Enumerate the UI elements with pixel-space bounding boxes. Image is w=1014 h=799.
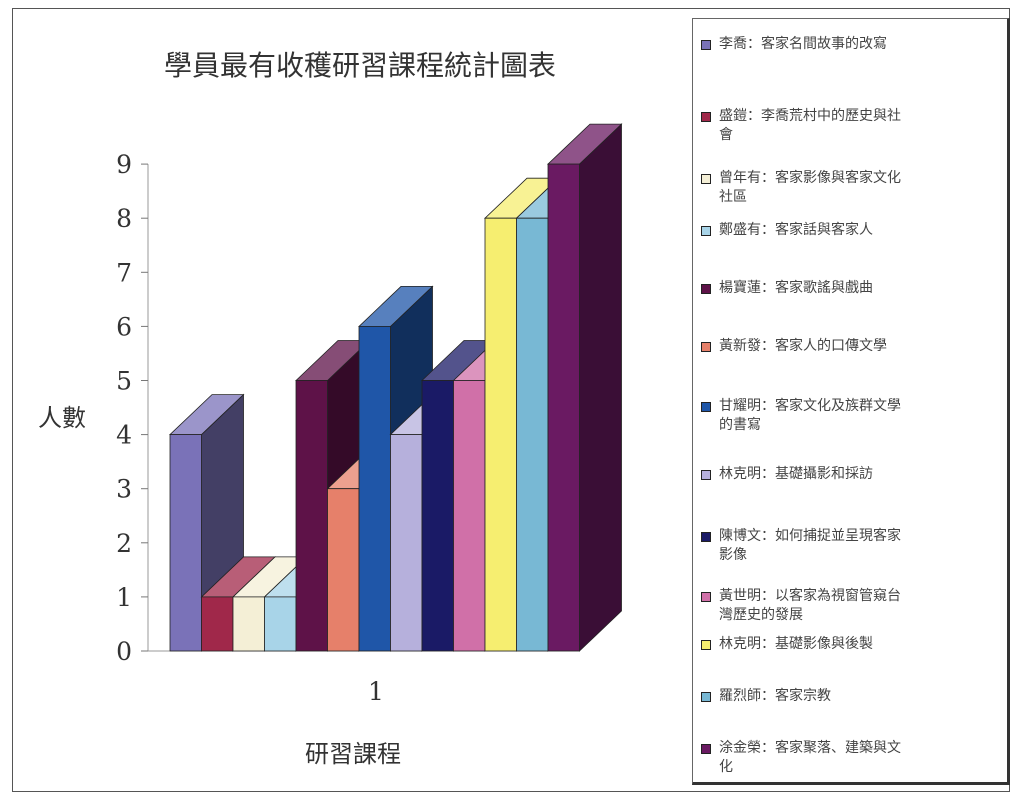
legend-swatch bbox=[701, 112, 711, 122]
y-tick-label: 6 bbox=[116, 312, 132, 341]
legend-label: 灣歷史的發展 bbox=[719, 607, 803, 623]
bar-side-face bbox=[579, 123, 622, 652]
legend-label: 李喬：客家名間故事的改寫 bbox=[719, 36, 887, 52]
bar-front-face bbox=[169, 434, 202, 652]
y-axis-label: 人數 bbox=[38, 404, 86, 432]
y-tick-label: 9 bbox=[116, 150, 132, 179]
y-tick-label: 2 bbox=[116, 529, 132, 558]
legend-swatch bbox=[701, 174, 711, 184]
bar-front-face bbox=[358, 325, 391, 652]
legend-label: 會 bbox=[719, 127, 733, 143]
chart-title: 學員最有收穫研習課程統計圖表 bbox=[163, 49, 556, 82]
legend-swatch bbox=[701, 744, 711, 754]
y-tick-label: 7 bbox=[116, 258, 132, 287]
legend-swatch bbox=[701, 692, 711, 702]
bar-front-face bbox=[327, 488, 360, 652]
legend-label: 陳博文：如何捕捉並呈現客家 bbox=[719, 528, 901, 544]
bar-front-face bbox=[484, 217, 517, 652]
bar-front-face bbox=[453, 380, 486, 652]
y-tick-label: 8 bbox=[116, 204, 132, 233]
bar-front-face bbox=[421, 380, 454, 652]
legend-swatch bbox=[701, 402, 711, 412]
legend-item: 楊寶蓮：客家歌謠與戲曲 bbox=[701, 279, 1006, 298]
legend-item: 涂金榮：客家聚落、建築與文化 bbox=[701, 739, 1006, 777]
x-axis-label: 研習課程 bbox=[305, 740, 401, 768]
legend-swatch bbox=[701, 470, 711, 480]
bar-13 bbox=[547, 123, 623, 652]
legend-label: 影像 bbox=[719, 547, 747, 563]
legend-swatch bbox=[701, 532, 711, 542]
legend-label: 黃世明：以客家為視窗管窺台 bbox=[719, 588, 901, 604]
legend-item: 羅烈師：客家宗教 bbox=[701, 687, 1006, 706]
legend-item: 甘耀明：客家文化及族群文學 的書寫 bbox=[701, 397, 1006, 435]
legend-label: 化 bbox=[719, 759, 733, 775]
legend-label: 盛鎧：李喬荒村中的歷史與社 bbox=[719, 108, 901, 124]
legend-label: 的書寫 bbox=[719, 417, 761, 433]
legend-swatch bbox=[701, 592, 711, 602]
legend-swatch bbox=[701, 40, 711, 50]
legend-label: 羅烈師：客家宗教 bbox=[719, 688, 831, 704]
bar-front-face bbox=[295, 380, 328, 652]
bar-front-face bbox=[201, 596, 234, 652]
legend-label: 林克明：基礎攝影和採訪 bbox=[719, 466, 873, 482]
legend-label: 曾年有：客家影像與客家文化 bbox=[719, 170, 901, 186]
y-tick-label: 0 bbox=[116, 637, 132, 666]
legend-label: 鄭盛有：客家話與客家人 bbox=[719, 222, 873, 238]
legend-item: 鄭盛有：客家話與客家人 bbox=[701, 221, 1006, 240]
bar-front-face bbox=[232, 596, 265, 652]
y-tick-label: 5 bbox=[116, 367, 132, 396]
legend: 李喬：客家名間故事的改寫 盛鎧：李喬荒村中的歷史與社會曾年有：客家影像與客家文化社… bbox=[692, 18, 1010, 785]
bar-front-face bbox=[390, 434, 423, 652]
legend-label: 甘耀明：客家文化及族群文學 bbox=[719, 398, 901, 414]
y-tick-label: 1 bbox=[116, 583, 132, 612]
bar-front-face bbox=[516, 217, 549, 652]
x-tick-label: 1 bbox=[368, 677, 384, 706]
legend-swatch bbox=[701, 640, 711, 650]
bar-front-face bbox=[547, 163, 580, 652]
legend-label: 楊寶蓮：客家歌謠與戲曲 bbox=[719, 280, 873, 296]
legend-swatch bbox=[701, 284, 711, 294]
bars-layer bbox=[169, 123, 623, 652]
bar-front-face bbox=[264, 596, 297, 652]
legend-label: 林克明：基礎影像與後製 bbox=[719, 636, 873, 652]
legend-item: 黃新發：客家人的口傳文學 bbox=[701, 337, 1006, 356]
y-tick-label: 4 bbox=[116, 421, 132, 450]
legend-item: 李喬：客家名間故事的改寫 bbox=[701, 35, 1006, 54]
legend-item: 林克明：基礎影像與後製 bbox=[701, 635, 1006, 654]
legend-label: 社區 bbox=[719, 189, 747, 205]
legend-item: 黃世明：以客家為視窗管窺台 灣歷史的發展 bbox=[701, 587, 1006, 625]
legend-item: 陳博文：如何捕捉並呈現客家 影像 bbox=[701, 527, 1006, 565]
legend-swatch bbox=[701, 226, 711, 236]
legend-item: 曾年有：客家影像與客家文化 社區 bbox=[701, 169, 1006, 207]
legend-item: 林克明：基礎攝影和採訪 bbox=[701, 465, 1006, 484]
legend-label: 涂金榮：客家聚落、建築與文 bbox=[719, 740, 901, 756]
legend-item: 盛鎧：李喬荒村中的歷史與社會 bbox=[701, 107, 1006, 145]
legend-swatch bbox=[701, 342, 711, 352]
y-tick-label: 3 bbox=[116, 475, 132, 504]
legend-label: 黃新發：客家人的口傳文學 bbox=[719, 338, 887, 354]
